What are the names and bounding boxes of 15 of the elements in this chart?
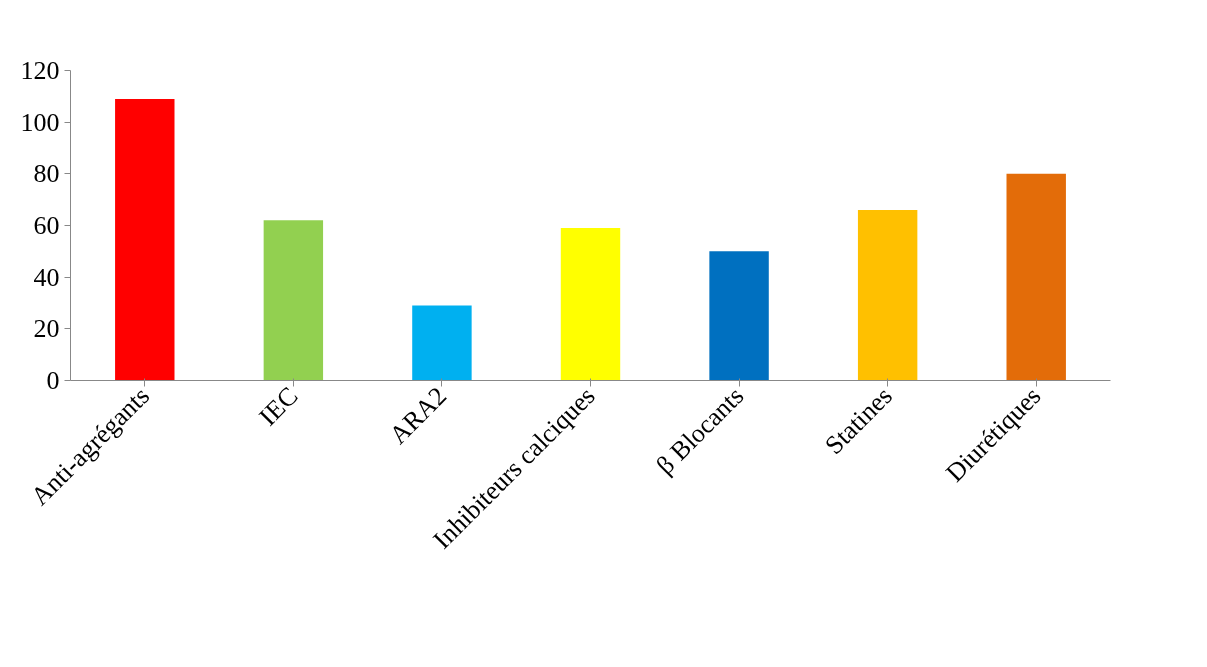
bar [857,210,918,381]
bar [709,251,769,381]
y-tick-label: 120 [20,56,60,85]
y-tick-label: 0 [46,366,60,395]
bar [560,228,621,381]
y-tick-label: 100 [20,107,60,137]
y-tick-label: 40 [33,262,60,292]
bar [263,220,324,381]
bar [1006,173,1066,381]
bar [115,98,175,381]
y-tick-label: 60 [33,211,60,240]
y-tick-label: 20 [33,314,60,344]
y-tick-label: 80 [33,159,60,189]
bar [412,305,472,381]
x-tick-label: IEC [253,381,304,432]
